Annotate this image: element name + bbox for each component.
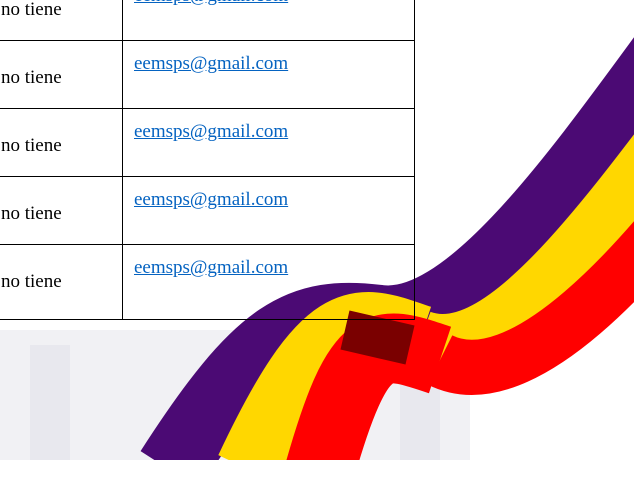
- cell-text: no tiene: [1, 203, 62, 224]
- cell-text: no tiene: [1, 135, 62, 156]
- page: no tiene eemsps@gmail.com no tiene eemsps@g…: [0, 0, 634, 487]
- table-cell: no tiene: [0, 109, 123, 177]
- table-cell: eemsps@gmail.com: [123, 245, 415, 320]
- table-row: no tiene eemsps@gmail.com: [0, 177, 415, 245]
- table-row: no tiene eemsps@gmail.com: [0, 245, 415, 320]
- table-cell: no tiene: [0, 0, 123, 41]
- table-cell: eemsps@gmail.com: [123, 177, 415, 245]
- table-cell: no tiene: [0, 177, 123, 245]
- cell-text: no tiene: [1, 271, 62, 292]
- cell-text: no tiene: [1, 0, 62, 20]
- email-link[interactable]: eemsps@gmail.com: [134, 53, 288, 74]
- table-row: no tiene eemsps@gmail.com: [0, 109, 415, 177]
- table-cell: no tiene: [0, 245, 123, 320]
- table-row: no tiene eemsps@gmail.com: [0, 0, 415, 41]
- table-cell: eemsps@gmail.com: [123, 109, 415, 177]
- table-cell: eemsps@gmail.com: [123, 41, 415, 109]
- table-cell: eemsps@gmail.com: [123, 0, 415, 41]
- cell-text: no tiene: [1, 67, 62, 88]
- email-link[interactable]: eemsps@gmail.com: [134, 0, 288, 6]
- table-row: no tiene eemsps@gmail.com: [0, 41, 415, 109]
- email-link[interactable]: eemsps@gmail.com: [134, 257, 288, 278]
- email-link[interactable]: eemsps@gmail.com: [134, 189, 288, 210]
- table: no tiene eemsps@gmail.com no tiene eemsps@g…: [0, 0, 415, 320]
- table-cell: no tiene: [0, 41, 123, 109]
- email-link[interactable]: eemsps@gmail.com: [134, 121, 288, 142]
